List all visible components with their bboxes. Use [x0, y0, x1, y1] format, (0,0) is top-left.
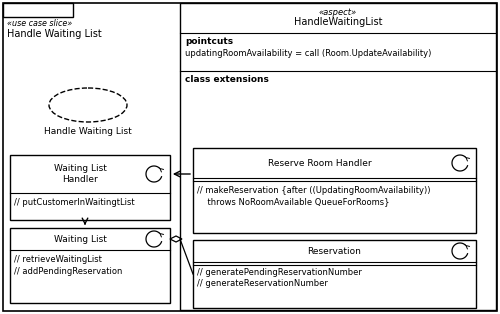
Text: // generateReservationNumber: // generateReservationNumber	[197, 279, 328, 288]
Bar	[10, 228, 170, 303]
Ellipse shape	[49, 88, 127, 122]
Bar	[193, 240, 476, 308]
Text: HandleWaitingList: HandleWaitingList	[294, 17, 382, 27]
Text: // makeReservation {after ((UpdatingRoomAvailability)): // makeReservation {after ((UpdatingRoom…	[197, 186, 430, 195]
Text: // generatePendingReservationNumber: // generatePendingReservationNumber	[197, 268, 362, 277]
Text: «aspect»: «aspect»	[319, 8, 357, 17]
Text: Waiting List: Waiting List	[54, 235, 106, 243]
Text: // putCustomerInWaitingtList: // putCustomerInWaitingtList	[14, 198, 134, 207]
Bar	[180, 3, 496, 310]
Text: Waiting List
Handler: Waiting List Handler	[54, 164, 106, 184]
Bar	[3, 3, 73, 17]
Bar	[193, 148, 476, 233]
Text: Handle Waiting List: Handle Waiting List	[7, 29, 102, 39]
Text: class extensions: class extensions	[185, 75, 269, 84]
Text: Reserve Room Handler: Reserve Room Handler	[268, 159, 372, 167]
Text: throws NoRoomAvailable QueueForRooms}: throws NoRoomAvailable QueueForRooms}	[197, 197, 390, 206]
Text: Handle Waiting List: Handle Waiting List	[44, 127, 132, 136]
Bar	[10, 155, 170, 220]
Text: pointcuts: pointcuts	[185, 37, 233, 46]
Text: «use case slice»: «use case slice»	[7, 19, 72, 28]
Text: // retrieveWaitingList
// addPendingReservation: // retrieveWaitingList // addPendingRese…	[14, 255, 122, 277]
Text: Reservation: Reservation	[308, 246, 362, 256]
Text: updatingRoomAvailability = call (Room.UpdateAvailability): updatingRoomAvailability = call (Room.Up…	[185, 49, 432, 58]
